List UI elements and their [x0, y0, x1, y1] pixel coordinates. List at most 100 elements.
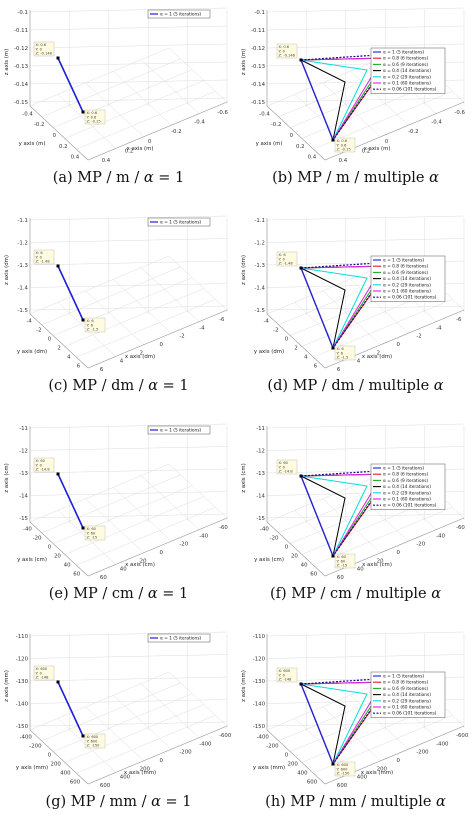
plot-3d: -110 -120 -130 -140 -150 -400 -200 0 200 400 600 60… — [241, 631, 469, 789]
x-tick-label: -200 — [416, 750, 429, 756]
datatip-line: X: 0.6 — [279, 45, 290, 49]
y-axis-label: y axis (mm) — [253, 765, 285, 771]
legend-entry: α = 0.06 (101 iterations) — [383, 295, 437, 301]
datatip-line: X: 600 — [87, 735, 99, 739]
subfigure-b: -0.1 -0.11 -0.12 -0.13 -0.14 -0.15 -0.4 -0.2 0 0.… — [237, 0, 474, 208]
datatip-line: Z: -150 — [337, 772, 351, 776]
z-tick-label: -140 — [253, 702, 266, 708]
x-tick-label: 40 — [120, 567, 127, 573]
legend-entry: α = 0.06 (101 iterations) — [383, 503, 437, 509]
datatip-line: X: 600 — [279, 669, 291, 673]
start-marker — [299, 58, 303, 62]
y-tick-label: 600 — [307, 780, 318, 786]
trajectory-line — [300, 683, 334, 765]
y-tick-label: -2 — [36, 328, 41, 334]
z-tick-label: -0.13 — [251, 64, 265, 70]
datatip-line: Y: 600 — [337, 767, 349, 771]
legend-entry: α = 0.1 (60 iterations) — [383, 705, 431, 711]
datatip-end: X: 0.6Y: 0.6Z: -0.15 — [84, 109, 106, 125]
x-tick-label: 0 — [160, 758, 164, 764]
z-tick-label: -120 — [16, 657, 29, 663]
axis-box — [266, 10, 465, 161]
legend-entry: α = 0.4 (14 iterations) — [383, 68, 431, 74]
start-marker — [299, 266, 303, 270]
datatip-line: Z: -1.5 — [87, 328, 99, 332]
datatip-end: X: 60Y: 60Z: -15 — [84, 525, 106, 541]
plot-3d: -11-12-13-14-15-40-2002040606040200-20-4… — [4, 423, 228, 581]
plot-3d: -1.1-1.2-1.3-1.4-1.5-4-202466420-2-4-6z … — [4, 215, 228, 373]
x-tick-label: 400 — [357, 775, 368, 781]
y-tick-label: 0.4 — [308, 155, 317, 161]
x-tick-label: 2 — [377, 350, 380, 356]
trajectory-line — [57, 473, 84, 529]
x-tick-label: 0 — [385, 139, 389, 145]
x-tick-label: -600 — [219, 733, 232, 739]
trajectory-line — [57, 265, 84, 321]
x-axis-label: x axis (dm) — [125, 354, 155, 360]
x-tick-label: 0 — [160, 342, 164, 348]
end-marker — [331, 762, 335, 766]
x-tick-label: -400 — [436, 741, 449, 747]
legend: α = 1 (5 iterations)α = 0.8 (6 iteration… — [370, 671, 446, 718]
datatip-line: Z: -1.5 — [337, 356, 349, 360]
y-tick-label: -0.2 — [34, 122, 45, 128]
x-tick-label: -0.4 — [194, 120, 205, 126]
x-axis-label: x axis (m) — [364, 146, 391, 152]
x-tick-label: -40 — [436, 533, 445, 539]
y-tick-label: 20 — [291, 554, 298, 560]
datatip-line: Z: -15 — [337, 564, 348, 568]
datatip-line: Y: 0 — [36, 463, 43, 467]
z-tick-label: -12 — [256, 449, 265, 455]
legend-entry: α = 0.4 (14 iterations) — [383, 692, 431, 698]
trajectory-line — [57, 57, 84, 113]
y-tick-label: 0 — [285, 545, 289, 551]
datatip-line: Y: 60 — [337, 559, 346, 563]
start-marker — [56, 56, 60, 60]
y-tick-label: -200 — [29, 744, 42, 750]
y-tick-label: 400 — [297, 771, 308, 777]
datatip-line: X: 60 — [87, 527, 97, 531]
x-tick-label: 2 — [140, 350, 143, 356]
plot-3d: -0.1-0.11-0.12-0.13-0.14-0.15-0.4-0.200.… — [4, 7, 229, 164]
y-tick-label: 20 — [54, 554, 61, 560]
y-axis-label: y axis (m) — [19, 141, 46, 147]
x-axis-label: x axis (mm) — [124, 770, 156, 776]
z-tick-label: -11 — [256, 426, 265, 432]
y-tick-label: 6 — [77, 364, 81, 370]
subfigure-caption: (b) MP / m / multiple α — [272, 170, 439, 186]
y-tick-label: 60 — [310, 572, 317, 578]
z-tick-label: -1.3 — [254, 263, 265, 269]
x-tick-label: -4 — [436, 325, 442, 331]
x-tick-label: 0 — [397, 342, 401, 348]
end-marker — [81, 318, 85, 322]
datatip-line: X: 6 — [87, 319, 95, 323]
z-tick-label: -15 — [19, 516, 28, 522]
subfigure-d: -1.1 -1.2 -1.3 -1.4 -1.5 -4 -2 0 2 4 6 6 4 2 0 -2 -4 -6 z … — [237, 208, 474, 416]
datatip-line: X: 600 — [337, 763, 349, 767]
grid — [266, 631, 465, 785]
legend-entry: α = 1 (5 iterations) — [383, 674, 424, 680]
legend: α = 1 (5 iterations) — [147, 217, 211, 227]
z-tick-label: -14 — [256, 494, 265, 500]
z-axis-label: z axis (m) — [241, 49, 247, 76]
subfigure-caption: (g) MP / mm / α = 1 — [45, 794, 192, 810]
trajectory-line — [300, 267, 368, 349]
legend-entry: α = 0.8 (6 iterations) — [383, 56, 429, 62]
y-tick-label: 200 — [51, 762, 62, 768]
z-tick-label: -0.1 — [254, 10, 265, 16]
z-tick-label: -13 — [256, 471, 265, 477]
z-tick-label: -0.14 — [251, 82, 266, 88]
datatip-line: Z: -1.48 — [279, 262, 294, 266]
x-tick-label: -60 — [219, 525, 228, 531]
datatip-line: Z: -150 — [87, 744, 101, 748]
axis-box — [29, 218, 228, 369]
z-tick-label: -130 — [16, 679, 29, 685]
end-marker — [331, 138, 335, 142]
legend-entry: α = 0.6 (9 iterations) — [383, 62, 429, 68]
y-tick-label: 4 — [67, 355, 71, 361]
y-tick-label: 2 — [294, 346, 297, 352]
legend-entry: α = 1 (5 iterations) — [383, 466, 424, 472]
y-tick-label: 40 — [64, 563, 71, 569]
z-axis-label: z axis (mm) — [4, 670, 10, 702]
